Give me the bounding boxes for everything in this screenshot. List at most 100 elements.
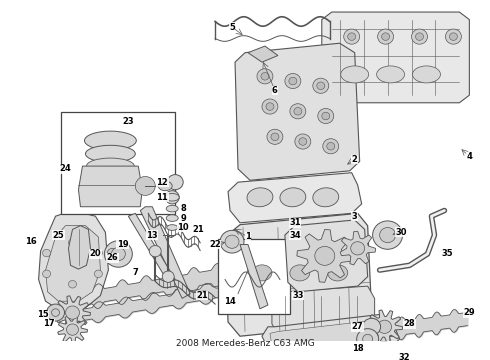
- Circle shape: [322, 112, 330, 120]
- Text: 9: 9: [180, 213, 186, 222]
- Text: 3: 3: [352, 212, 358, 221]
- Polygon shape: [39, 211, 108, 311]
- Circle shape: [69, 239, 76, 247]
- Polygon shape: [248, 46, 278, 62]
- Bar: [106, 244, 128, 262]
- Ellipse shape: [280, 188, 306, 207]
- Polygon shape: [225, 213, 371, 336]
- Circle shape: [51, 309, 59, 316]
- Circle shape: [271, 133, 279, 140]
- Circle shape: [107, 248, 118, 258]
- Circle shape: [225, 235, 239, 248]
- Text: 12: 12: [156, 178, 168, 187]
- Circle shape: [372, 221, 403, 249]
- Circle shape: [343, 29, 360, 44]
- Circle shape: [449, 33, 457, 40]
- Text: 32: 32: [399, 354, 410, 360]
- Circle shape: [285, 73, 301, 89]
- Text: 23: 23: [122, 117, 134, 126]
- Circle shape: [323, 139, 339, 154]
- Circle shape: [43, 270, 50, 278]
- Circle shape: [290, 104, 306, 119]
- Circle shape: [445, 29, 462, 44]
- Circle shape: [380, 228, 395, 243]
- Circle shape: [167, 175, 183, 190]
- Text: 28: 28: [404, 319, 416, 328]
- Polygon shape: [69, 226, 91, 269]
- Text: 10: 10: [177, 223, 189, 232]
- Polygon shape: [78, 166, 142, 207]
- Bar: [61, 112, 175, 214]
- Circle shape: [95, 270, 102, 278]
- Circle shape: [43, 249, 50, 257]
- Text: 6: 6: [272, 86, 278, 95]
- Polygon shape: [128, 213, 175, 282]
- Circle shape: [220, 230, 244, 253]
- Text: 8: 8: [180, 204, 186, 213]
- Polygon shape: [46, 226, 100, 301]
- Circle shape: [294, 108, 302, 115]
- Polygon shape: [272, 286, 375, 336]
- Circle shape: [104, 241, 132, 267]
- Circle shape: [149, 246, 161, 257]
- Circle shape: [318, 108, 334, 123]
- Circle shape: [378, 29, 393, 44]
- Text: 5: 5: [229, 23, 235, 32]
- Circle shape: [165, 191, 179, 204]
- Text: 16: 16: [24, 237, 36, 246]
- Ellipse shape: [328, 265, 348, 281]
- Text: 24: 24: [60, 165, 72, 174]
- Ellipse shape: [252, 265, 272, 281]
- Circle shape: [378, 320, 392, 333]
- Text: 21: 21: [196, 291, 208, 300]
- Ellipse shape: [285, 261, 315, 285]
- Text: 4: 4: [466, 152, 472, 161]
- Ellipse shape: [323, 261, 353, 285]
- Ellipse shape: [166, 215, 178, 221]
- Circle shape: [95, 249, 102, 257]
- Polygon shape: [270, 320, 392, 358]
- Text: 30: 30: [396, 228, 407, 237]
- Circle shape: [299, 138, 307, 145]
- Ellipse shape: [247, 261, 277, 285]
- Polygon shape: [54, 296, 91, 329]
- Circle shape: [135, 176, 155, 195]
- Text: 2: 2: [352, 155, 358, 164]
- Circle shape: [313, 78, 329, 93]
- Polygon shape: [262, 315, 399, 360]
- Circle shape: [67, 324, 78, 335]
- Text: 21: 21: [192, 225, 204, 234]
- Circle shape: [317, 82, 325, 90]
- Polygon shape: [297, 229, 353, 282]
- Circle shape: [289, 77, 297, 85]
- Circle shape: [416, 33, 423, 40]
- Text: 19: 19: [117, 240, 128, 249]
- Bar: [218, 239, 290, 315]
- Text: 1: 1: [245, 233, 251, 242]
- Circle shape: [66, 306, 79, 319]
- Ellipse shape: [167, 225, 178, 230]
- Polygon shape: [322, 12, 469, 103]
- Circle shape: [257, 69, 273, 84]
- Circle shape: [357, 329, 379, 350]
- Ellipse shape: [413, 66, 441, 83]
- Polygon shape: [235, 43, 360, 180]
- Text: 29: 29: [464, 308, 475, 317]
- Text: 26: 26: [106, 253, 118, 262]
- Text: 31: 31: [289, 218, 301, 227]
- Text: 22: 22: [209, 240, 221, 249]
- Circle shape: [47, 304, 65, 321]
- Text: 7: 7: [132, 269, 138, 278]
- Circle shape: [295, 134, 311, 149]
- Circle shape: [261, 72, 269, 80]
- Polygon shape: [140, 207, 190, 298]
- Polygon shape: [58, 316, 87, 344]
- Circle shape: [348, 33, 356, 40]
- Text: 11: 11: [156, 193, 168, 202]
- Ellipse shape: [86, 158, 134, 174]
- Circle shape: [412, 29, 427, 44]
- Polygon shape: [367, 310, 403, 343]
- Circle shape: [363, 334, 372, 344]
- Text: 18: 18: [352, 344, 364, 353]
- Circle shape: [315, 247, 335, 265]
